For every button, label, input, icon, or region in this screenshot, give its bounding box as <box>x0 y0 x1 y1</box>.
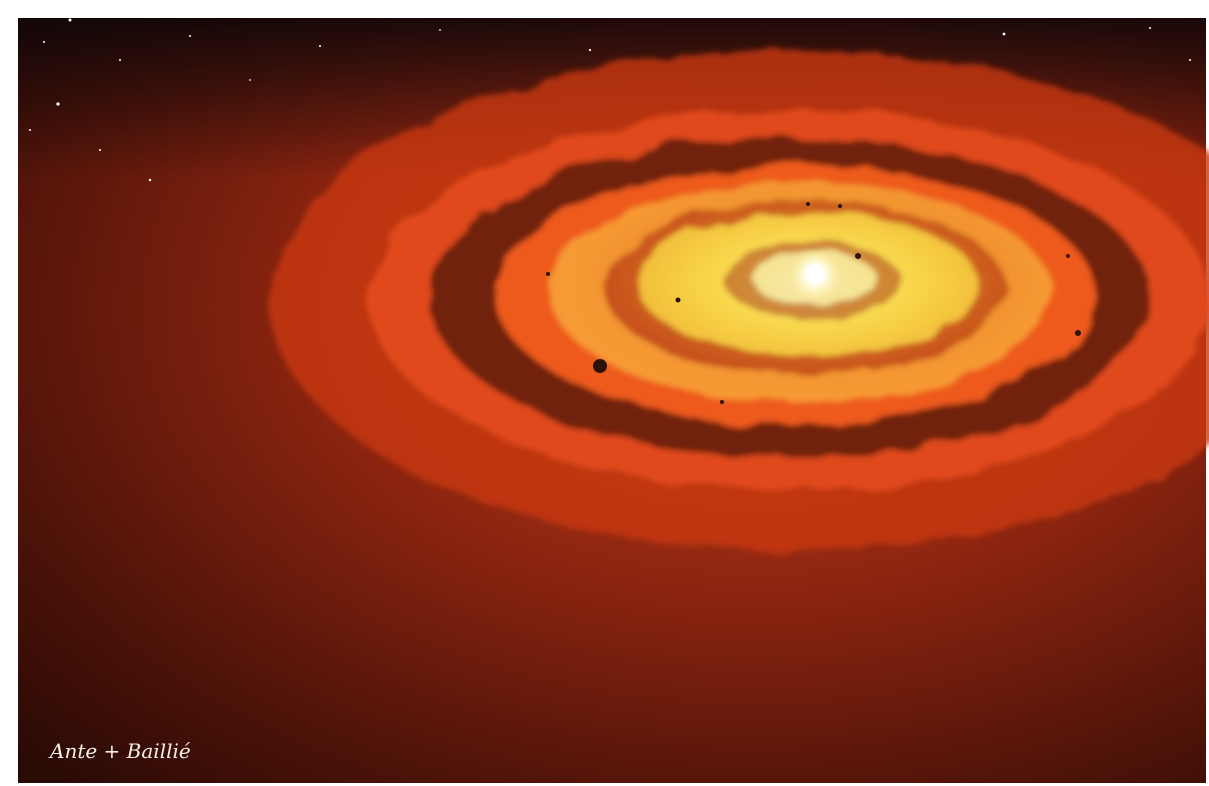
stars <box>29 18 1191 182</box>
signature: Ante + Baillié <box>48 739 191 763</box>
planets <box>546 202 1081 404</box>
central-star <box>805 264 825 284</box>
